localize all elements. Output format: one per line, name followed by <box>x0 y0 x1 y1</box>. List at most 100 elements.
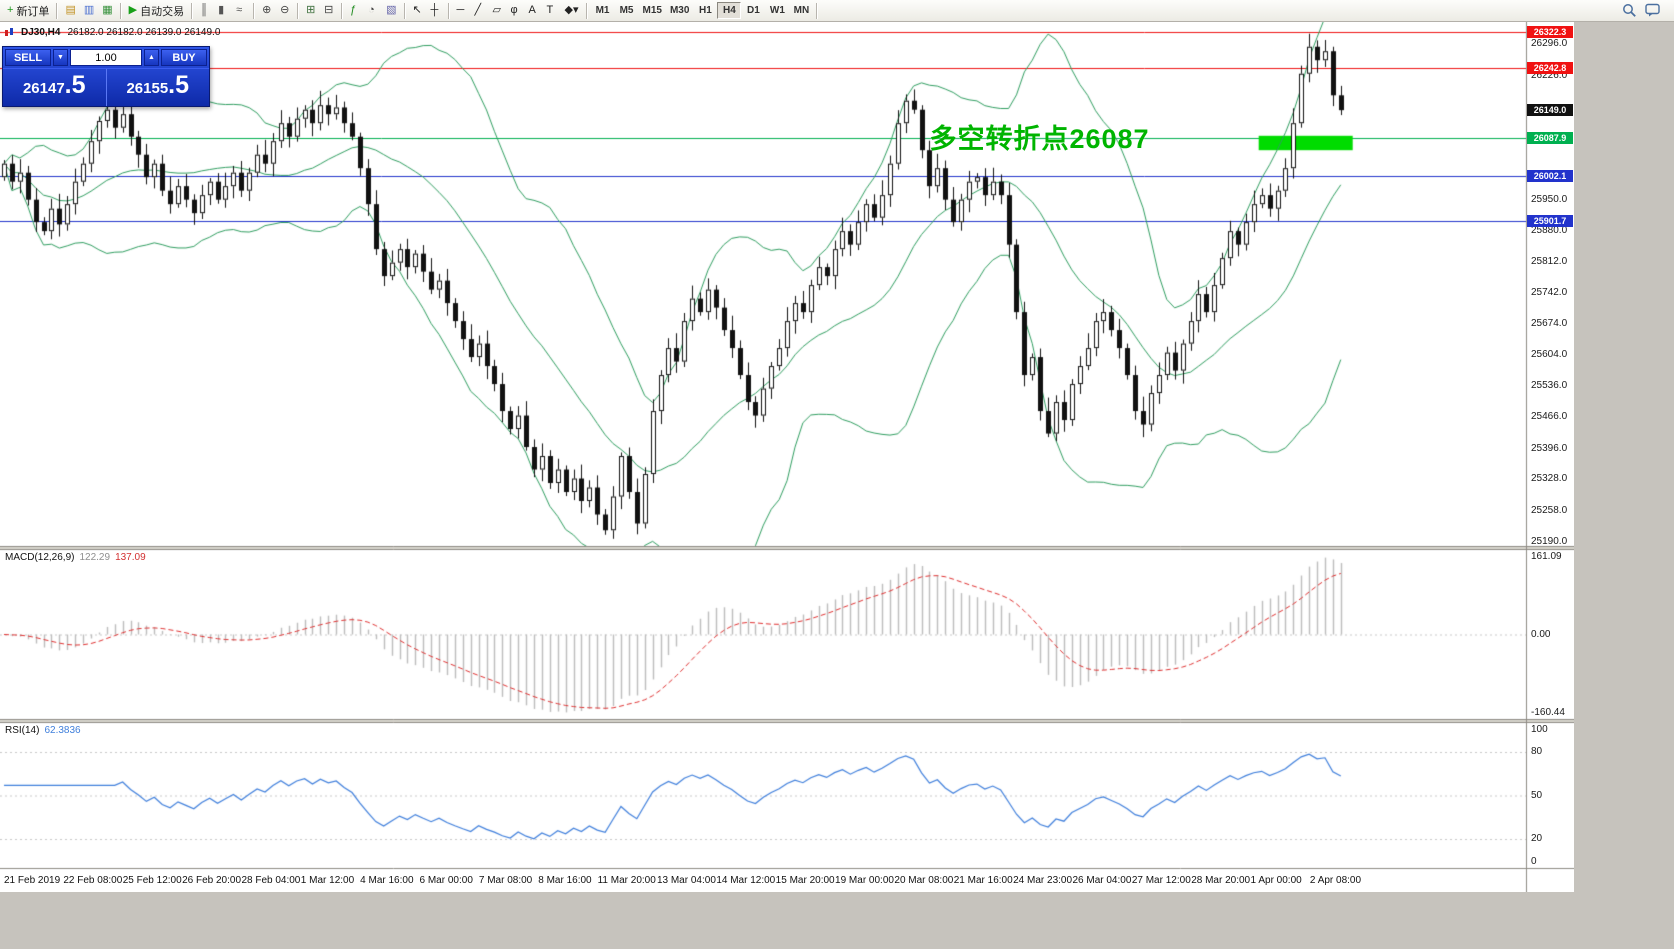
timeframe-mn-button[interactable]: MN <box>789 2 813 19</box>
timeframe-m30-button[interactable]: M30 <box>666 2 693 19</box>
community-button[interactable] <box>1645 2 1661 20</box>
buy-price-pips: .5 <box>168 71 190 99</box>
new-order-icon: + <box>7 4 14 16</box>
label-button[interactable]: T <box>543 2 561 20</box>
price-level-box[interactable]: 25901.7 <box>1527 215 1573 228</box>
price-tick-label: 26296.0 <box>1531 38 1568 50</box>
rsi-tick-label: 0 <box>1531 856 1537 867</box>
toolbar-separator <box>119 2 122 19</box>
volume-up-button[interactable]: ▲ <box>144 49 159 66</box>
chat-bubble-icon <box>1645 3 1660 17</box>
trendline-button[interactable]: ╱ <box>471 2 489 20</box>
toolbar-separator <box>253 2 256 19</box>
new-order-button[interactable]: + 新订单 <box>3 2 53 20</box>
current-price-box: 26149.0 <box>1527 104 1573 117</box>
label-icon: T <box>546 4 554 16</box>
fibonacci-icon: φ <box>510 4 518 16</box>
sell-price[interactable]: 26147.5 <box>3 69 106 106</box>
buy-button[interactable]: BUY <box>161 49 207 66</box>
price-tick-label: 25258.0 <box>1531 504 1568 516</box>
timeframe-w1-button[interactable]: W1 <box>765 2 789 19</box>
auto-trading-button-label: 自动交易 <box>140 5 185 18</box>
price-divider <box>105 69 107 106</box>
price-chart-canvas[interactable] <box>0 22 1574 892</box>
chart-line-icon: ≈ <box>236 4 243 16</box>
timeframe-m1-button[interactable]: M1 <box>591 2 615 19</box>
price-tick-label: 25880.0 <box>1531 225 1568 237</box>
terminal-icon: ▦ <box>102 4 113 16</box>
cursor-button[interactable]: ↖ <box>409 2 427 20</box>
tile-windows-button[interactable]: ⊞ <box>302 2 320 20</box>
chart-line-button[interactable]: ≈ <box>232 2 250 20</box>
search-icon <box>1623 4 1636 17</box>
time-tick-label: 21 Feb 2019 <box>4 875 61 886</box>
time-tick-label: 6 Mar 00:00 <box>419 875 473 886</box>
crosshair-button[interactable]: ┼ <box>427 2 445 20</box>
symbol-period-label: DJ30,H4 <box>21 27 61 38</box>
toolbar-separator <box>191 2 194 19</box>
rsi-tick-label: 20 <box>1531 833 1543 844</box>
time-tick-label: 20 Mar 08:00 <box>894 875 954 886</box>
search-button[interactable] <box>1622 2 1637 20</box>
chart-annotation-text[interactable]: 多空转折点26087 <box>929 124 1150 155</box>
navigator-icon: ▥ <box>83 4 95 16</box>
trendline-icon: ╱ <box>474 4 482 16</box>
sell-price-pips: .5 <box>64 71 86 99</box>
price-level-box[interactable]: 26242.8 <box>1527 61 1573 74</box>
sell-button[interactable]: SELL <box>5 49 51 66</box>
zoom-in-icon: ⊕ <box>262 4 272 16</box>
auto-trading-icon: ▶ <box>128 4 138 16</box>
periods-icon: ◔ <box>368 4 375 16</box>
text-button[interactable]: A <box>525 2 543 20</box>
price-level-box[interactable]: 26087.9 <box>1527 131 1573 144</box>
sell-price-main: 26147 <box>22 80 65 97</box>
volume-input[interactable] <box>70 49 142 66</box>
market-watch-icon: ▤ <box>65 4 76 16</box>
chart-bars-button[interactable]: ║ <box>196 2 214 20</box>
navigator-button[interactable]: ▥ <box>80 2 98 20</box>
buy-price[interactable]: 26155.5 <box>107 69 210 106</box>
price-level-box[interactable]: 26002.1 <box>1527 170 1573 183</box>
timeframe-m15-button[interactable]: M15 <box>639 2 666 19</box>
toolbar-separator <box>585 2 588 19</box>
pane-separator-macd[interactable] <box>0 546 1574 551</box>
new-order-button-label: 新订单 <box>16 5 50 18</box>
toolbar-separator <box>403 2 406 19</box>
auto-trading-button[interactable]: ▶ 自动交易 <box>125 2 188 20</box>
time-axis[interactable]: 21 Feb 2019 22 Feb 08:00 25 Feb 12:00 26 Fe… <box>0 870 1574 892</box>
main-toolbar: + 新订单 ▤ ▥ ▦ ▶ 自动交易 ║ ▮ ≈ ⊕ ⊖ ⊞ ⊟ ƒ ◔ ▧ ↖ ┼ ─ ╱ ▱ φ A T ◆▾ M1 M5 M15 M… <box>0 0 1674 22</box>
time-tick-label: 28 Mar 20:00 <box>1191 875 1251 886</box>
periods-button[interactable]: ◔ <box>364 2 382 20</box>
price-level-box[interactable]: 26322.3 <box>1527 26 1573 39</box>
tile-windows-icon: ⊞ <box>306 4 316 16</box>
fibonacci-button[interactable]: φ <box>507 2 525 20</box>
shapes-button[interactable]: ◆▾ <box>561 2 583 20</box>
toolbar-separator <box>297 2 300 19</box>
timeframe-h1-button[interactable]: H1 <box>693 2 717 19</box>
macd-tick-label: 0.00 <box>1531 628 1551 640</box>
chart-candles-button[interactable]: ▮ <box>214 2 232 20</box>
toolbar-items: + 新订单 ▤ ▥ ▦ ▶ 自动交易 ║ ▮ ≈ ⊕ ⊖ ⊞ ⊟ ƒ ◔ ▧ ↖ ┼ ─ ╱ ▱ φ A T ◆▾ M1 M5 M15 M… <box>3 0 821 22</box>
timeframe-h4-button[interactable]: H4 <box>717 2 742 19</box>
price-axis[interactable]: 26296.0 26226.0 25950.0 25880.0 25812.0 25742… <box>1526 22 1574 868</box>
toolbar-separator <box>56 2 59 19</box>
price-tick-label: 25396.0 <box>1531 442 1568 454</box>
ohlc-values-label: 26182.0 26182.0 26139.0 26149.0 <box>67 27 221 38</box>
time-tick-label: 22 Feb 08:00 <box>63 875 123 886</box>
timeframe-d1-button[interactable]: D1 <box>741 2 765 19</box>
pane-separator-rsi[interactable] <box>0 719 1574 724</box>
market-watch-button[interactable]: ▤ <box>61 2 79 20</box>
rsi-tick-label: 80 <box>1531 746 1543 757</box>
add-indicator-button[interactable]: ƒ <box>346 2 364 20</box>
price-tick-label: 25674.0 <box>1531 317 1568 329</box>
terminal-button[interactable]: ▦ <box>98 2 116 20</box>
template-button[interactable]: ▧ <box>382 2 400 20</box>
timeframe-m5-button[interactable]: M5 <box>615 2 639 19</box>
zoom-out-button[interactable]: ⊖ <box>276 2 294 20</box>
horizontal-line-button[interactable]: ─ <box>453 2 471 20</box>
time-tick-label: 4 Mar 16:00 <box>360 875 414 886</box>
channel-button[interactable]: ▱ <box>489 2 507 20</box>
volume-down-button[interactable]: ▼ <box>53 49 68 66</box>
zoom-in-button[interactable]: ⊕ <box>258 2 276 20</box>
auto-arrange-button[interactable]: ⊟ <box>320 2 338 20</box>
